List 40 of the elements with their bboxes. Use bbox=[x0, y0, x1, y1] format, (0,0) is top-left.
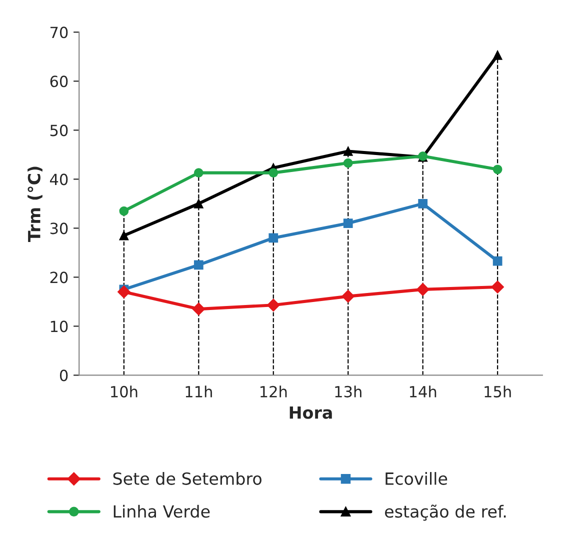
point bbox=[268, 233, 278, 243]
y-tick-label: 20 bbox=[50, 272, 68, 284]
y-tick-label: 50 bbox=[50, 124, 68, 136]
point bbox=[416, 283, 430, 296]
point bbox=[342, 290, 355, 303]
point bbox=[119, 230, 129, 240]
y-tick-label: 40 bbox=[50, 174, 68, 186]
legend-label: Sete de Setembro bbox=[113, 472, 262, 485]
x-axis-title: Hora bbox=[290, 406, 332, 419]
point bbox=[418, 198, 428, 208]
y-axis-title: Trm (°C) bbox=[28, 166, 42, 242]
point bbox=[266, 298, 280, 312]
point bbox=[119, 206, 129, 216]
y-tick-label: 30 bbox=[50, 222, 68, 234]
point bbox=[194, 168, 204, 178]
point bbox=[194, 198, 204, 208]
point bbox=[192, 302, 206, 316]
y-tick-label: 0 bbox=[60, 370, 68, 382]
point bbox=[118, 285, 130, 298]
legend-label: Linha Verde bbox=[114, 504, 210, 518]
y-tick-label: 70 bbox=[50, 26, 68, 38]
point bbox=[491, 280, 504, 294]
point bbox=[492, 256, 502, 266]
point bbox=[343, 218, 353, 228]
point bbox=[194, 260, 204, 270]
x-tick-label: 13h bbox=[335, 386, 362, 398]
x-tick-label: 15h bbox=[484, 386, 511, 398]
x-tick-label: 10h bbox=[111, 386, 138, 398]
point bbox=[343, 146, 353, 156]
point bbox=[492, 164, 502, 174]
legend-label: Ecoville bbox=[386, 472, 448, 485]
x-tick-label: 12h bbox=[260, 386, 287, 398]
y-tick-label: 10 bbox=[50, 320, 68, 332]
x-tick-label: 14h bbox=[410, 386, 436, 398]
x-tick-label: 11h bbox=[186, 386, 212, 398]
legend-label: estação de ref. bbox=[384, 504, 506, 521]
point bbox=[492, 50, 502, 60]
point bbox=[343, 158, 353, 168]
point bbox=[268, 168, 278, 178]
y-tick-label: 60 bbox=[50, 76, 68, 88]
